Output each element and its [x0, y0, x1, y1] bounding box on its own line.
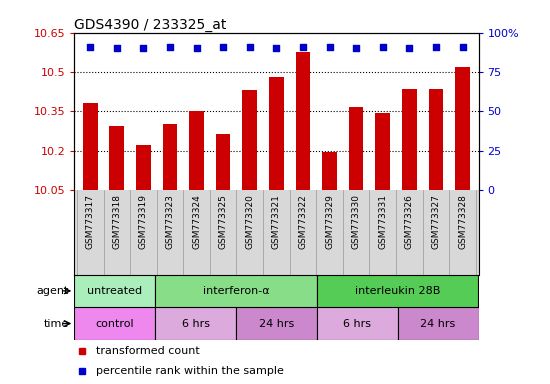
Text: GSM773323: GSM773323 — [166, 194, 174, 249]
Bar — [376, 113, 390, 190]
Text: GSM773328: GSM773328 — [458, 194, 467, 249]
Text: percentile rank within the sample: percentile rank within the sample — [96, 366, 284, 376]
Bar — [136, 146, 151, 190]
Text: 24 hrs: 24 hrs — [258, 318, 294, 329]
Point — [432, 44, 441, 50]
Text: GSM773319: GSM773319 — [139, 194, 148, 249]
Bar — [74, 307, 155, 340]
Text: GSM773320: GSM773320 — [245, 194, 254, 249]
Point — [112, 45, 121, 51]
Bar — [163, 124, 177, 190]
Bar — [236, 307, 317, 340]
Bar — [398, 307, 478, 340]
Point — [458, 44, 467, 50]
Point — [219, 44, 228, 50]
Text: agent: agent — [36, 286, 69, 296]
Point — [352, 45, 361, 51]
Text: GSM773324: GSM773324 — [192, 194, 201, 249]
Point — [86, 44, 95, 50]
Point — [405, 45, 414, 51]
Text: untreated: untreated — [87, 286, 142, 296]
Text: control: control — [95, 318, 134, 329]
Bar — [322, 152, 337, 190]
Bar — [155, 307, 236, 340]
Text: interferon-α: interferon-α — [202, 286, 270, 296]
Point — [378, 44, 387, 50]
Point — [139, 45, 148, 51]
Text: 24 hrs: 24 hrs — [420, 318, 456, 329]
Bar — [155, 275, 317, 307]
Text: GSM773330: GSM773330 — [351, 194, 361, 249]
Bar — [317, 275, 478, 307]
Bar — [349, 108, 364, 190]
Text: GSM773318: GSM773318 — [112, 194, 122, 249]
Point — [192, 45, 201, 51]
Text: transformed count: transformed count — [96, 346, 200, 356]
Text: GSM773321: GSM773321 — [272, 194, 281, 249]
Point — [166, 44, 174, 50]
Text: 6 hrs: 6 hrs — [343, 318, 371, 329]
Text: interleukin 28B: interleukin 28B — [355, 286, 441, 296]
Text: GSM773325: GSM773325 — [219, 194, 228, 249]
Text: GDS4390 / 233325_at: GDS4390 / 233325_at — [74, 18, 227, 31]
Text: GSM773329: GSM773329 — [325, 194, 334, 249]
Bar — [243, 90, 257, 190]
Bar — [317, 307, 398, 340]
Text: GSM773331: GSM773331 — [378, 194, 387, 249]
Point — [299, 44, 307, 50]
Bar — [428, 89, 443, 190]
Bar — [74, 275, 155, 307]
Text: 6 hrs: 6 hrs — [182, 318, 210, 329]
Point — [325, 44, 334, 50]
Bar — [189, 111, 204, 190]
Bar — [455, 67, 470, 190]
Point — [272, 45, 280, 51]
Text: GSM773326: GSM773326 — [405, 194, 414, 249]
Text: time: time — [43, 318, 69, 329]
Bar — [216, 134, 230, 190]
Text: GSM773317: GSM773317 — [86, 194, 95, 249]
Text: GSM773327: GSM773327 — [431, 194, 441, 249]
Bar — [269, 77, 284, 190]
Bar — [109, 126, 124, 190]
Point — [245, 44, 254, 50]
Bar — [296, 52, 310, 190]
Bar — [402, 89, 417, 190]
Bar — [83, 103, 97, 190]
Text: GSM773322: GSM773322 — [299, 194, 307, 249]
